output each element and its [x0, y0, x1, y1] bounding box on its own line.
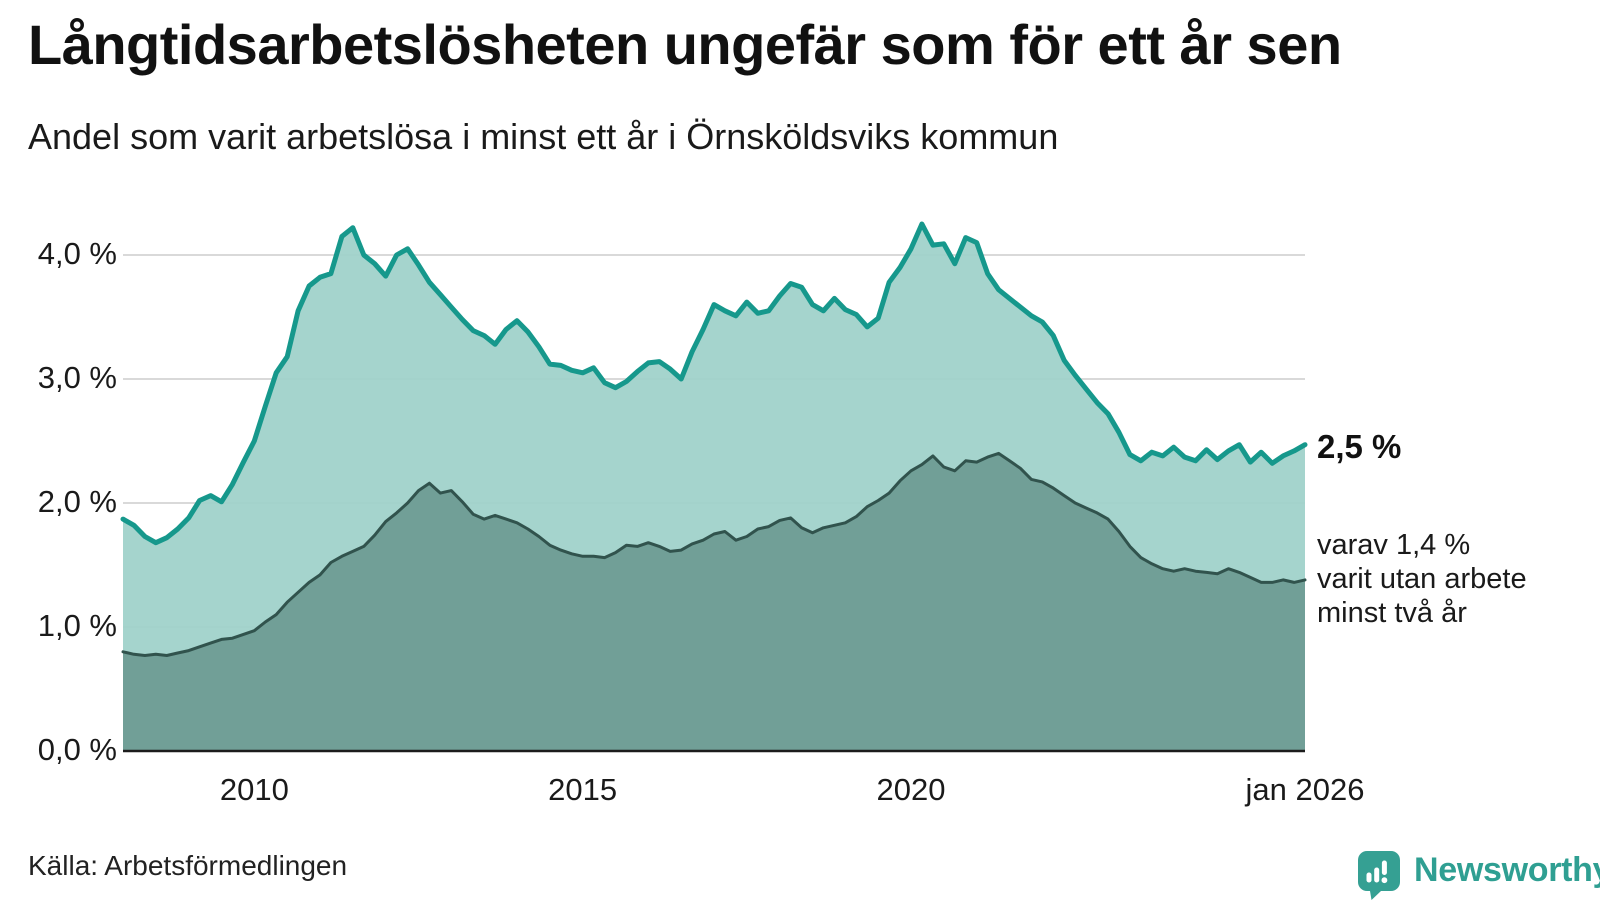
newsworthy-bubble-icon — [1358, 851, 1400, 900]
y-axis-tick-label: 0,0 % — [37, 732, 117, 767]
line-total — [120, 221, 1308, 546]
line-two-years — [121, 451, 1307, 657]
x-axis-tick-label: 2015 — [548, 772, 618, 807]
y-axis-tick-label: 3,0 % — [37, 360, 117, 395]
end-value-label: 2,5 % — [1317, 428, 1402, 465]
y-axis-tick-label: 4,0 % — [37, 236, 117, 271]
area-two-years — [123, 453, 1305, 751]
x-axis-tick-label: 2010 — [219, 772, 289, 807]
source-label: Källa: Arbetsförmedlingen — [28, 850, 348, 881]
y-axis-tick-label: 1,0 % — [37, 608, 117, 643]
x-axis-tick-label: 2020 — [876, 772, 946, 807]
x-axis-tick-label: jan 2026 — [1245, 772, 1365, 807]
newsworthy-logo: Newsworthy — [1356, 849, 1600, 900]
page-title: Långtidsarbetslösheten ungefär som för e… — [28, 13, 1342, 76]
y-axis-tick-label: 2,0 % — [37, 484, 117, 519]
series-note: varav 1,4 % varit utan arbete minst två … — [1317, 529, 1527, 629]
page-subtitle: Andel som varit arbetslösa i minst ett å… — [28, 116, 1059, 157]
newsworthy-wordmark: Newsworthy — [1414, 851, 1600, 889]
